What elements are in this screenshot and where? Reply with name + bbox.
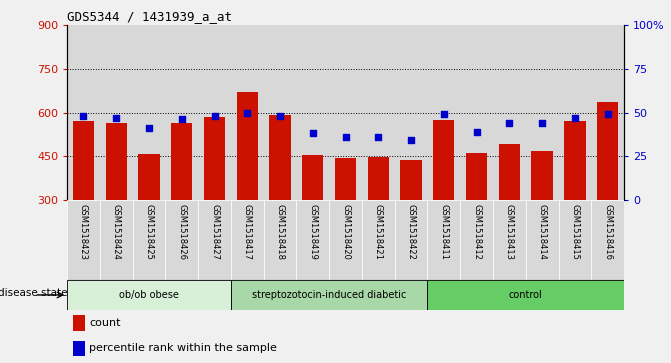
Text: GDS5344 / 1431939_a_at: GDS5344 / 1431939_a_at — [67, 10, 232, 23]
Point — [307, 131, 318, 136]
Bar — [362, 25, 395, 200]
Bar — [72, 315, 85, 331]
Bar — [329, 200, 362, 280]
Point — [438, 111, 449, 117]
Text: GSM1518419: GSM1518419 — [308, 204, 317, 260]
Bar — [264, 25, 297, 200]
Text: GSM1518413: GSM1518413 — [505, 204, 514, 260]
Bar — [165, 200, 198, 280]
Text: GSM1518427: GSM1518427 — [210, 204, 219, 260]
Bar — [73, 121, 94, 200]
Point — [504, 120, 515, 126]
Bar — [264, 200, 297, 280]
Bar — [138, 154, 160, 200]
Text: count: count — [89, 318, 121, 328]
Bar — [427, 25, 460, 200]
Bar — [133, 25, 165, 200]
Point — [603, 111, 613, 117]
Point — [78, 113, 89, 119]
Text: GSM1518418: GSM1518418 — [276, 204, 285, 260]
Point — [373, 134, 384, 140]
Point — [537, 120, 548, 126]
Bar — [493, 200, 526, 280]
Bar — [329, 25, 362, 200]
Bar — [231, 280, 427, 310]
Point — [274, 113, 285, 119]
Text: GSM1518420: GSM1518420 — [341, 204, 350, 260]
Bar — [297, 200, 329, 280]
Bar — [526, 200, 558, 280]
Point — [471, 129, 482, 135]
Bar — [231, 25, 264, 200]
Text: GSM1518417: GSM1518417 — [243, 204, 252, 260]
Bar — [597, 102, 618, 200]
Bar — [395, 200, 427, 280]
Text: GSM1518422: GSM1518422 — [407, 204, 415, 260]
Bar — [67, 25, 100, 200]
Text: GSM1518426: GSM1518426 — [177, 204, 187, 260]
Bar — [427, 200, 460, 280]
Text: GSM1518421: GSM1518421 — [374, 204, 383, 260]
Bar — [72, 341, 85, 356]
Text: GSM1518411: GSM1518411 — [440, 204, 448, 260]
Bar — [558, 200, 591, 280]
Bar — [67, 200, 100, 280]
Bar — [171, 123, 193, 200]
Text: disease state: disease state — [0, 288, 67, 298]
Bar — [302, 155, 323, 200]
Bar — [165, 25, 198, 200]
Text: GSM1518415: GSM1518415 — [570, 204, 579, 260]
Bar — [237, 92, 258, 200]
Bar — [558, 25, 591, 200]
Point — [242, 110, 253, 115]
Bar — [368, 157, 389, 200]
Bar — [433, 120, 454, 200]
Text: control: control — [509, 290, 543, 300]
Bar — [105, 123, 127, 200]
Bar — [133, 200, 165, 280]
Bar — [493, 25, 526, 200]
Text: GSM1518424: GSM1518424 — [112, 204, 121, 260]
Text: GSM1518414: GSM1518414 — [537, 204, 547, 260]
Text: GSM1518423: GSM1518423 — [79, 204, 88, 260]
Text: GSM1518425: GSM1518425 — [144, 204, 154, 260]
Bar — [526, 25, 558, 200]
Bar — [335, 158, 356, 200]
Bar — [401, 160, 422, 200]
Point — [176, 117, 187, 122]
Point — [111, 115, 121, 121]
Text: percentile rank within the sample: percentile rank within the sample — [89, 343, 277, 354]
Bar — [297, 25, 329, 200]
Bar — [269, 115, 291, 200]
Text: GSM1518416: GSM1518416 — [603, 204, 612, 260]
Bar — [100, 200, 133, 280]
Bar — [564, 121, 586, 200]
Bar — [100, 25, 133, 200]
Point — [144, 125, 154, 131]
Bar — [427, 280, 624, 310]
Bar — [531, 151, 553, 200]
Bar — [460, 200, 493, 280]
Bar — [395, 25, 427, 200]
Bar — [591, 200, 624, 280]
Bar — [460, 25, 493, 200]
Text: streptozotocin-induced diabetic: streptozotocin-induced diabetic — [252, 290, 407, 300]
Point — [209, 113, 220, 119]
Bar — [204, 117, 225, 200]
Bar — [198, 25, 231, 200]
Bar — [362, 200, 395, 280]
Bar — [466, 152, 487, 200]
Point — [340, 134, 351, 140]
Point — [570, 115, 580, 121]
Bar — [67, 280, 231, 310]
Bar — [198, 200, 231, 280]
Bar — [231, 200, 264, 280]
Bar — [499, 144, 520, 200]
Bar — [591, 25, 624, 200]
Point — [406, 138, 417, 143]
Text: ob/ob obese: ob/ob obese — [119, 290, 179, 300]
Text: GSM1518412: GSM1518412 — [472, 204, 481, 260]
